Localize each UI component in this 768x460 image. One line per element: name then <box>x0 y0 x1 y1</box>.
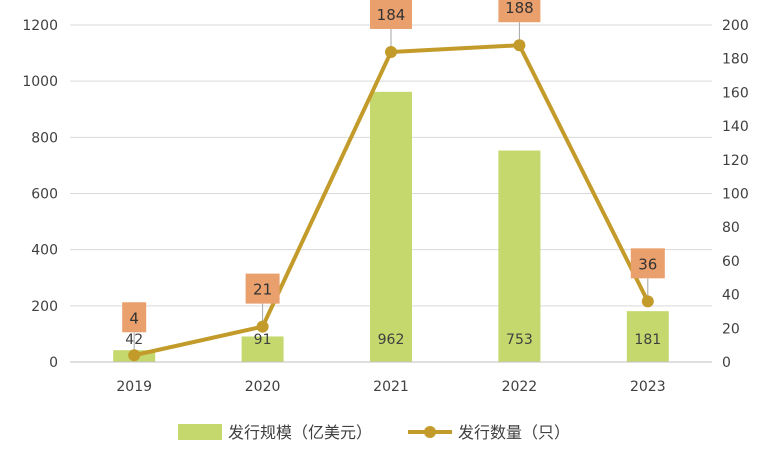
x-tick-label: 2019 <box>116 379 152 395</box>
line-marker <box>256 320 269 333</box>
x-tick-label: 2022 <box>502 379 538 395</box>
legend-swatch-bar <box>178 424 222 440</box>
y-right-tick-label: 0 <box>722 355 731 371</box>
y-right-tick-label: 120 <box>722 153 749 169</box>
y-left-tick-label: 600 <box>31 187 58 203</box>
line-series: 4 21 184 188 36 <box>122 0 665 362</box>
bar-data-label: 962 <box>378 332 405 348</box>
y-axis-left: 0 200 400 600 800 1000 1200 <box>22 18 58 371</box>
y-left-tick-label: 800 <box>31 130 58 146</box>
y-right-tick-label: 200 <box>722 18 749 34</box>
y-right-tick-label: 180 <box>722 52 749 68</box>
line-marker <box>513 39 526 52</box>
x-tick-label: 2021 <box>373 379 409 395</box>
bar <box>370 91 412 363</box>
line-marker <box>641 295 654 308</box>
y-left-tick-label: 200 <box>31 299 58 315</box>
y-right-tick-label: 60 <box>722 254 740 270</box>
y-left-tick-label: 1000 <box>22 74 58 90</box>
line-data-label: 184 <box>377 6 406 24</box>
legend-swatch-marker <box>424 426 436 438</box>
line-marker <box>128 349 141 362</box>
bar <box>626 311 669 362</box>
y-right-tick-label: 160 <box>722 85 749 101</box>
line-marker <box>385 45 397 58</box>
legend: 发行规模（亿美元） 发行数量（只） <box>178 423 570 442</box>
line-label-box <box>370 0 412 29</box>
legend-label-bar: 发行规模（亿美元） <box>228 423 372 442</box>
line-label-box <box>122 302 147 333</box>
bar-series: 42 91 962 753 181 <box>113 91 669 363</box>
x-tick-label: 2023 <box>630 379 666 395</box>
line-label-box <box>498 0 541 23</box>
bar-data-label: 91 <box>254 332 272 348</box>
y-axis-right: 0 20 40 60 80 100 120 140 160 180 200 <box>722 18 749 371</box>
line-data-label: 4 <box>129 309 139 327</box>
bar <box>498 150 541 362</box>
line-data-label: 36 <box>638 255 657 273</box>
line-data-label: 21 <box>253 281 272 299</box>
bar <box>241 336 284 362</box>
y-right-tick-label: 20 <box>722 321 740 337</box>
line-data-label: 188 <box>505 0 534 17</box>
y-right-tick-label: 140 <box>722 119 749 135</box>
y-right-tick-label: 80 <box>722 220 740 236</box>
bar-data-label: 753 <box>506 332 533 348</box>
x-axis: 2019 2020 2021 2022 2023 <box>70 361 712 395</box>
y-left-tick-label: 0 <box>49 355 58 371</box>
y-left-tick-label: 1200 <box>22 18 58 34</box>
y-right-tick-label: 40 <box>722 288 740 304</box>
y-left-tick-label: 400 <box>31 243 58 259</box>
x-tick-label: 2020 <box>245 379 281 395</box>
legend-label-line: 发行数量（只） <box>458 423 570 442</box>
bar-data-label: 181 <box>634 332 661 348</box>
y-right-tick-label: 100 <box>722 187 749 203</box>
line-label-box <box>630 248 665 279</box>
line-label-box <box>245 273 280 304</box>
